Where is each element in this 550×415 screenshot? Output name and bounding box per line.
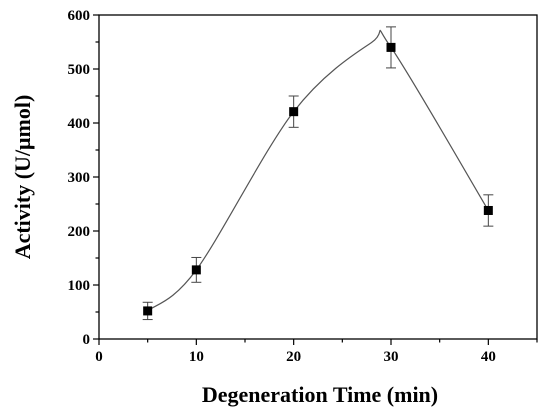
data-point [289,107,299,117]
data-point [143,306,153,316]
error-bars [142,26,494,321]
y-tick-label: 300 [68,170,91,186]
data-point [191,265,201,275]
x-tick-label: 0 [95,349,103,365]
y-axis-title: Activity (U/μmol) [10,95,35,260]
y-tick-label: 400 [68,116,91,132]
plot-axes [93,14,538,345]
plot-frame [98,14,538,340]
y-tick-label: 500 [68,62,91,78]
data-point [386,42,396,52]
y-tick-label: 100 [68,278,91,294]
x-tick-label: 20 [286,349,301,365]
y-tick-label: 600 [68,8,91,24]
x-axis-title: Degeneration Time (min) [202,382,438,407]
y-tick-label: 0 [83,332,91,348]
x-tick-label: 10 [189,349,204,365]
data-points [143,42,493,316]
x-tick-label: 40 [481,349,496,365]
x-tick-label: 30 [384,349,399,365]
y-tick-label: 200 [68,224,91,240]
data-point [483,205,493,215]
